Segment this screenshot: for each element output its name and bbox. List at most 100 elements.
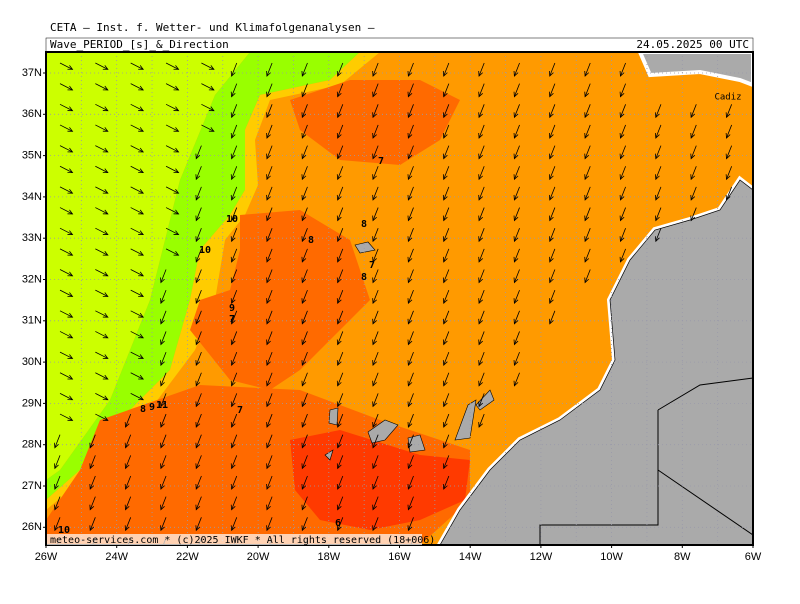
arrow-head (619, 112, 625, 119)
arrow-head (584, 71, 590, 77)
arrow-head (102, 209, 109, 215)
arrow (584, 248, 591, 263)
arrow-head (160, 360, 165, 366)
arrow-head (266, 339, 271, 346)
arrow (337, 62, 344, 77)
arrow-head (336, 422, 342, 428)
arrow (201, 124, 215, 132)
arrow (165, 83, 179, 91)
arrow-head (124, 463, 130, 470)
arrow (231, 269, 238, 283)
arrow-head (160, 504, 165, 511)
arrow (130, 393, 144, 401)
arrow (337, 455, 344, 469)
arrow-head (230, 112, 236, 119)
arrow (231, 104, 238, 118)
arrow-head (89, 463, 95, 470)
arrow-head (442, 298, 448, 305)
arrow (201, 103, 215, 112)
arrow (372, 434, 379, 448)
arrow-head (584, 236, 590, 243)
arrow (231, 413, 238, 428)
arrow-head (407, 422, 413, 428)
arrow (620, 104, 626, 118)
arrow (514, 104, 520, 118)
arrow-head (478, 339, 483, 346)
arrow (655, 228, 662, 242)
arrow (266, 269, 273, 283)
lon-label: 22W (176, 551, 199, 563)
arrow (160, 269, 167, 283)
arrow-head (513, 256, 519, 263)
arrow-head (336, 298, 342, 305)
arrow-head (67, 168, 74, 174)
arrow (549, 62, 556, 77)
arrow-head (548, 153, 554, 160)
arrow (443, 186, 450, 201)
arrow (584, 186, 591, 201)
arrow (478, 269, 485, 283)
arrow-head (442, 463, 448, 470)
arrow-head (442, 236, 448, 243)
arrow (301, 145, 308, 159)
arrow-head (102, 230, 109, 235)
arrow-head (102, 374, 109, 380)
arrow-head (173, 209, 180, 215)
lat-label: 27N (22, 480, 42, 492)
arrow-head (478, 380, 483, 387)
arrow (690, 104, 697, 118)
arrow-head (266, 71, 271, 77)
arrow-head (725, 174, 731, 181)
arrow-head (301, 422, 307, 428)
arrow-head (266, 277, 271, 284)
lat-label: 26N (22, 521, 42, 533)
arrow-head (407, 132, 413, 139)
arrow (372, 455, 379, 469)
arrow-head (160, 277, 165, 284)
arrow-head (372, 132, 377, 139)
arrow (407, 228, 414, 242)
arrow (95, 248, 109, 256)
arrow-head (160, 380, 165, 387)
arrow (160, 475, 167, 490)
arrow (549, 228, 556, 242)
arrow-head (160, 339, 165, 346)
arrow-head (124, 525, 130, 532)
lon-label: 16W (388, 551, 411, 563)
arrow (301, 475, 308, 490)
arrow-head (160, 401, 165, 408)
arrow-head (513, 153, 519, 160)
arrow-head (173, 65, 180, 70)
arrow (726, 104, 733, 118)
arrow-head (138, 65, 144, 70)
wave-arrows (54, 62, 733, 545)
arrow-head (407, 71, 413, 77)
arrow-head (619, 132, 625, 139)
contour-label: 9 (149, 402, 155, 413)
arrow-head (690, 215, 696, 222)
arrow (266, 62, 273, 77)
arrow (478, 166, 485, 180)
arrow (195, 207, 202, 221)
arrow (514, 351, 520, 366)
arrow (443, 331, 450, 345)
arrow (478, 331, 485, 345)
arrow (514, 83, 520, 97)
arrow-head (584, 153, 590, 160)
arrow-head (301, 380, 307, 387)
arrow (584, 228, 591, 242)
arrow-head (54, 442, 59, 449)
arrow (407, 62, 414, 77)
arrow (514, 124, 520, 139)
arrow-head (478, 91, 483, 98)
arrow-head (336, 318, 342, 325)
arrow (59, 62, 73, 70)
arrow-head (67, 250, 74, 256)
arrow-head (478, 194, 483, 201)
arrow (95, 62, 109, 70)
arrow-head (301, 236, 307, 243)
arrow (549, 269, 556, 283)
arrow-head (372, 277, 377, 284)
arrow-head (584, 174, 590, 181)
arrow-head (67, 333, 74, 339)
